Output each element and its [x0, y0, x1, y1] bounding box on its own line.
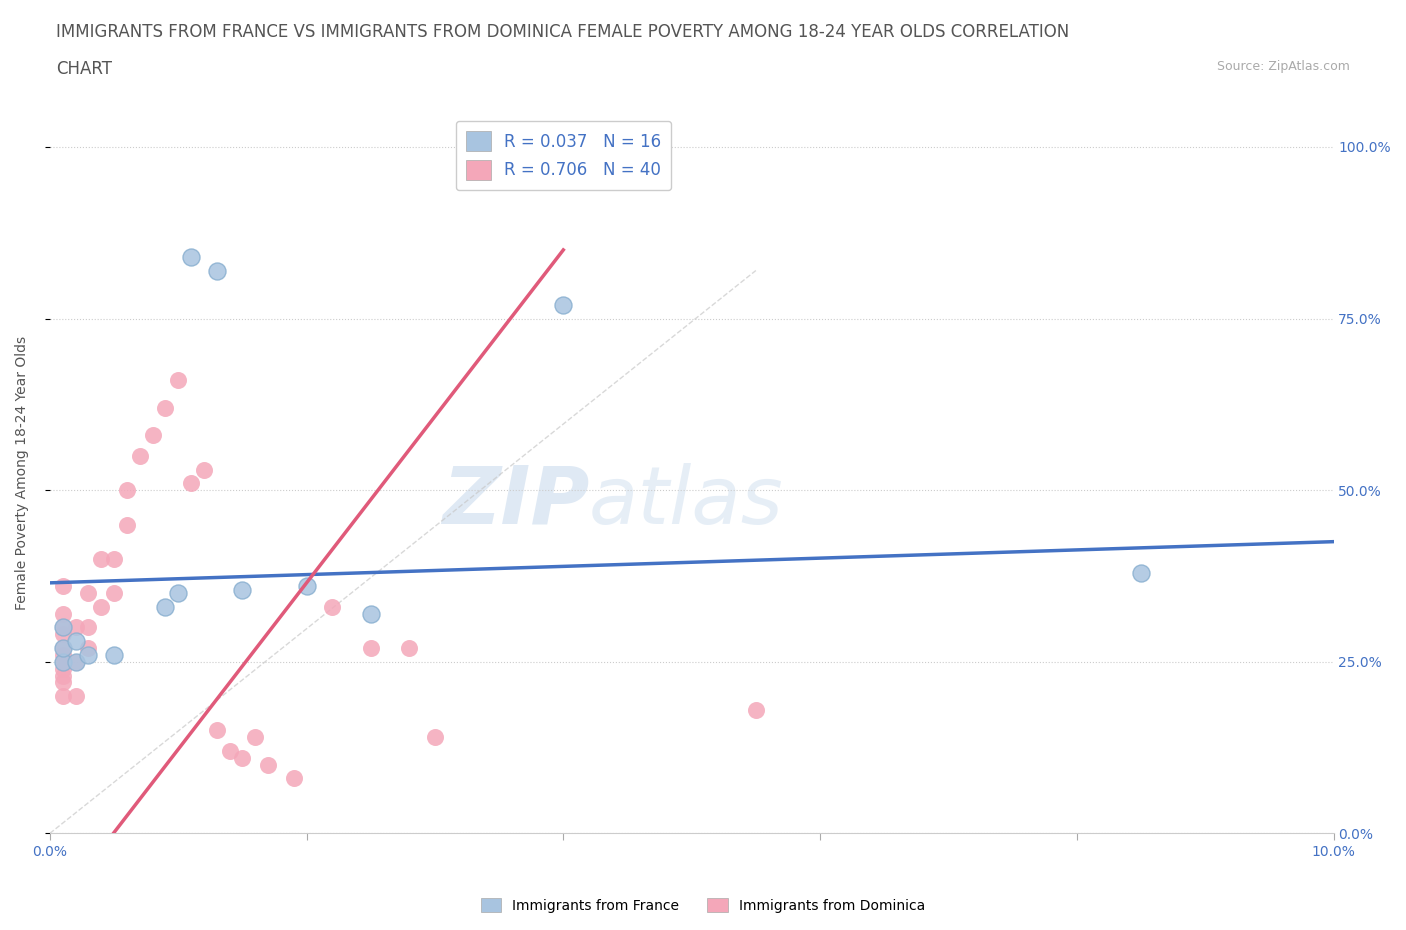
Point — [180, 249, 202, 264]
Point — [52, 606, 75, 621]
Point — [77, 620, 100, 635]
Point — [52, 655, 75, 670]
Point — [52, 578, 75, 593]
Point — [65, 655, 87, 670]
Point — [103, 586, 125, 601]
Point — [423, 730, 446, 745]
Text: IMMIGRANTS FROM FRANCE VS IMMIGRANTS FROM DOMINICA FEMALE POVERTY AMONG 18-24 YE: IMMIGRANTS FROM FRANCE VS IMMIGRANTS FRO… — [56, 23, 1070, 41]
Point — [180, 476, 202, 491]
Point — [52, 689, 75, 704]
Point — [257, 757, 280, 772]
Point — [65, 633, 87, 648]
Point — [155, 401, 177, 416]
Y-axis label: Female Poverty Among 18-24 Year Olds: Female Poverty Among 18-24 Year Olds — [15, 336, 30, 610]
Point — [65, 655, 87, 670]
Text: CHART: CHART — [56, 60, 112, 78]
Point — [167, 586, 190, 601]
Point — [77, 647, 100, 662]
Legend: R = 0.037   N = 16, R = 0.706   N = 40: R = 0.037 N = 16, R = 0.706 N = 40 — [456, 121, 671, 190]
Point — [231, 582, 253, 597]
Point — [115, 517, 138, 532]
Point — [52, 627, 75, 642]
Legend: Immigrants from France, Immigrants from Dominica: Immigrants from France, Immigrants from … — [475, 893, 931, 919]
Point — [193, 462, 215, 477]
Point — [103, 551, 125, 566]
Point — [65, 620, 87, 635]
Text: ZIP: ZIP — [441, 463, 589, 541]
Point — [52, 647, 75, 662]
Point — [1129, 565, 1152, 580]
Point — [398, 641, 420, 656]
Point — [155, 600, 177, 615]
Point — [52, 620, 75, 635]
Point — [52, 675, 75, 690]
Point — [167, 373, 190, 388]
Text: Source: ZipAtlas.com: Source: ZipAtlas.com — [1216, 60, 1350, 73]
Point — [141, 428, 163, 443]
Point — [52, 661, 75, 676]
Point — [52, 668, 75, 683]
Point — [360, 606, 382, 621]
Point — [52, 641, 75, 656]
Point — [295, 578, 318, 593]
Point — [77, 641, 100, 656]
Point — [205, 723, 228, 737]
Point — [283, 771, 305, 786]
Point — [52, 620, 75, 635]
Point — [65, 689, 87, 704]
Point — [745, 702, 768, 717]
Point — [90, 600, 112, 615]
Point — [115, 483, 138, 498]
Point — [360, 641, 382, 656]
Point — [205, 263, 228, 278]
Point — [77, 586, 100, 601]
Point — [245, 730, 267, 745]
Point — [103, 647, 125, 662]
Point — [321, 600, 343, 615]
Text: atlas: atlas — [589, 463, 783, 541]
Point — [231, 751, 253, 765]
Point — [128, 448, 150, 463]
Point — [90, 551, 112, 566]
Point — [553, 298, 575, 312]
Point — [52, 641, 75, 656]
Point — [52, 655, 75, 670]
Point — [218, 744, 240, 759]
